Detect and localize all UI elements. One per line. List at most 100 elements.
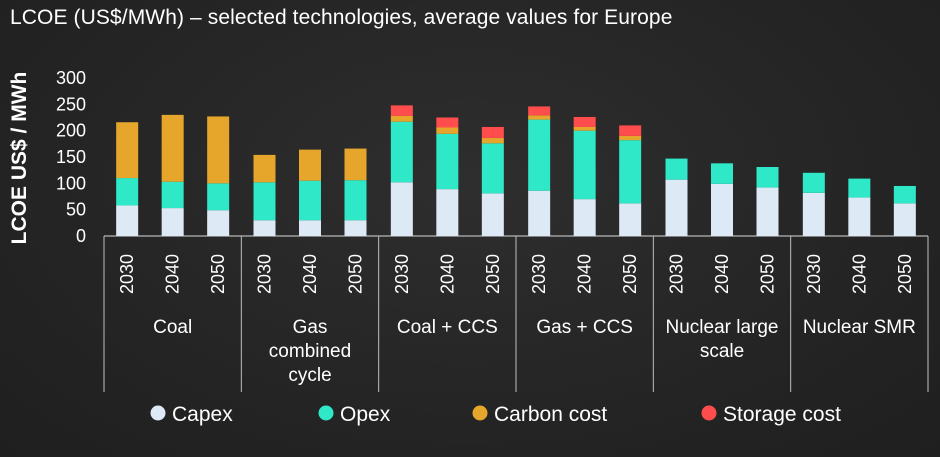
bar-segment-carbon-cost bbox=[619, 135, 642, 141]
bar-segment-storage-cost bbox=[481, 126, 504, 139]
legend-label: Storage cost bbox=[723, 403, 841, 426]
bar-segment-storage-cost bbox=[619, 125, 642, 136]
bar-segment-carbon-cost bbox=[116, 122, 139, 179]
x-tick-label: 2030 bbox=[255, 254, 275, 294]
bar-segment-capex bbox=[481, 193, 504, 236]
x-tick-label: 2040 bbox=[300, 254, 320, 294]
bar-segment-opex bbox=[756, 167, 779, 188]
chart-title: LCOE (US$/MWh) – selected technologies, … bbox=[10, 6, 673, 29]
bar-segment-capex bbox=[619, 203, 642, 236]
bar-segment-carbon-cost bbox=[299, 149, 321, 181]
bar-segment-opex bbox=[665, 158, 688, 180]
y-tick-label: 50 bbox=[66, 200, 86, 220]
bar-segment-capex bbox=[436, 189, 459, 236]
legend-label: Capex bbox=[172, 403, 233, 426]
group-label: Nuclear large bbox=[666, 317, 779, 338]
x-tick-label: 2050 bbox=[346, 254, 366, 294]
bar-segment-capex bbox=[299, 220, 321, 236]
bar-segment-capex bbox=[116, 205, 139, 236]
bar-segment-carbon-cost bbox=[253, 154, 276, 183]
x-tick-label: 2030 bbox=[667, 254, 687, 294]
bar-segment-storage-cost bbox=[390, 105, 413, 116]
y-tick-label: 0 bbox=[76, 226, 86, 246]
legend-marker bbox=[701, 405, 717, 421]
x-tick-label: 2050 bbox=[758, 254, 778, 294]
group-label: scale bbox=[700, 341, 744, 362]
bar-segment-capex bbox=[848, 197, 871, 236]
bar-segment-opex bbox=[207, 183, 230, 211]
x-tick-label: 2050 bbox=[620, 254, 640, 294]
group-label: combined bbox=[269, 341, 351, 362]
x-tick-label: 2050 bbox=[208, 254, 228, 294]
group-label: Coal bbox=[153, 317, 192, 338]
y-tick-label: 250 bbox=[56, 94, 86, 114]
bar-segment-carbon-cost bbox=[436, 127, 459, 134]
bar-segment-capex bbox=[665, 179, 688, 236]
bar-segment-opex bbox=[299, 180, 321, 221]
x-tick-label: 2040 bbox=[575, 254, 595, 294]
bar-segment-opex bbox=[116, 178, 139, 206]
bar-segment-opex bbox=[893, 185, 916, 204]
group-label: Gas + CCS bbox=[536, 317, 633, 338]
bar-segment-storage-cost bbox=[573, 116, 596, 127]
group-label: Gas bbox=[293, 317, 328, 338]
x-tick-label: 2040 bbox=[163, 254, 183, 294]
bar-segment-carbon-cost bbox=[207, 116, 230, 184]
x-tick-label: 2030 bbox=[117, 254, 137, 294]
group-label: Coal + CCS bbox=[397, 317, 498, 338]
bar-segment-carbon-cost bbox=[161, 114, 184, 182]
group-label: cycle bbox=[288, 365, 331, 386]
legend-marker bbox=[318, 405, 334, 421]
bar-segment-opex bbox=[161, 181, 184, 209]
legend-label: Carbon cost bbox=[494, 403, 607, 426]
x-tick-label: 2040 bbox=[437, 254, 457, 294]
x-tick-label: 2040 bbox=[849, 254, 869, 294]
bar-segment-carbon-cost bbox=[390, 115, 413, 122]
legend-marker bbox=[150, 405, 166, 421]
x-tick-label: 2030 bbox=[529, 254, 549, 294]
bar-segment-opex bbox=[848, 178, 871, 198]
bar-segment-capex bbox=[756, 187, 779, 236]
bar-segment-capex bbox=[802, 192, 825, 236]
y-tick-label: 300 bbox=[56, 68, 86, 88]
bar-segment-carbon-cost bbox=[344, 148, 367, 181]
bar-segment-opex bbox=[436, 133, 459, 190]
bar-segment-capex bbox=[390, 182, 413, 236]
x-tick-label: 2050 bbox=[895, 254, 915, 294]
bar-segment-opex bbox=[802, 172, 825, 193]
y-axis-label: LCOE US$ / MWh bbox=[8, 72, 31, 245]
legend-label: Opex bbox=[340, 403, 391, 426]
x-tick-label: 2030 bbox=[392, 254, 412, 294]
bar-segment-storage-cost bbox=[528, 106, 551, 116]
legend-marker bbox=[472, 405, 488, 421]
y-tick-label: 200 bbox=[56, 121, 86, 141]
x-tick-label: 2050 bbox=[483, 254, 503, 294]
bar-segment-opex bbox=[390, 121, 413, 183]
bar-segment-carbon-cost bbox=[528, 115, 551, 120]
bar-segment-capex bbox=[893, 203, 916, 236]
bar-segment-capex bbox=[528, 190, 551, 236]
bar-segment-opex bbox=[711, 163, 733, 184]
bar-segment-opex bbox=[253, 182, 276, 221]
x-tick-label: 2040 bbox=[712, 254, 732, 294]
bar-segment-capex bbox=[253, 220, 276, 236]
bar-segment-carbon-cost bbox=[573, 126, 596, 131]
bar-segment-capex bbox=[711, 183, 733, 236]
bar-segment-opex bbox=[344, 180, 367, 221]
bar-segment-opex bbox=[481, 143, 504, 194]
y-tick-label: 150 bbox=[56, 147, 86, 167]
bar-segment-opex bbox=[528, 119, 551, 191]
x-tick-label: 2030 bbox=[804, 254, 824, 294]
bar-segment-capex bbox=[207, 210, 230, 236]
bar-segment-carbon-cost bbox=[481, 138, 504, 144]
bar-segment-capex bbox=[161, 208, 184, 236]
bar-segment-opex bbox=[619, 140, 642, 204]
bar-segment-capex bbox=[344, 220, 367, 236]
bar-segment-opex bbox=[573, 130, 596, 200]
group-label: Nuclear SMR bbox=[803, 317, 916, 338]
y-tick-label: 100 bbox=[56, 173, 86, 193]
bar-segment-storage-cost bbox=[436, 117, 459, 128]
bar-segment-capex bbox=[573, 199, 596, 236]
